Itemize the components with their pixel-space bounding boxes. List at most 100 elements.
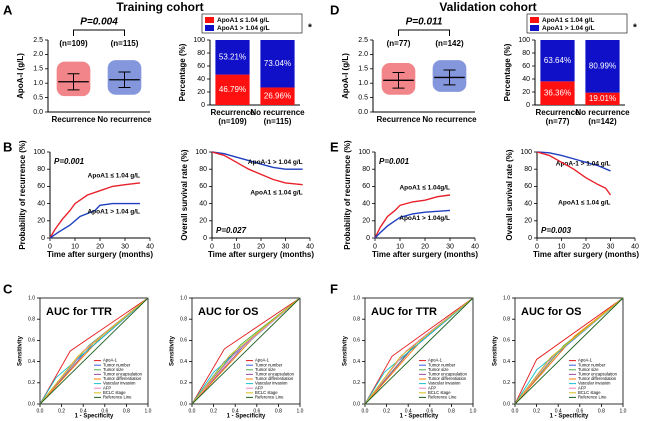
x-tick-label: No recurrence (250, 108, 305, 117)
series-line (49, 202, 140, 239)
x-tick-label: 0 (210, 243, 214, 250)
y-axis-label: Sensitivity (493, 335, 499, 366)
legend-label: Reference Line (428, 395, 457, 400)
series-line (514, 297, 624, 405)
x-tick-label: 1.0 (145, 408, 152, 414)
legend-label: Tumor size (428, 367, 449, 372)
p-value: P=0.027 (216, 226, 247, 235)
y-tick-label: 0.6 (180, 338, 187, 344)
y-axis-label: Sensitivity (170, 335, 176, 366)
bar-segment (215, 74, 250, 105)
series-line (39, 297, 149, 405)
legend-label: Tumor size (103, 367, 124, 372)
legend-label: Tumor number (428, 362, 456, 367)
bar-segment (260, 40, 295, 88)
axis-line (211, 152, 310, 239)
significance-bracket (398, 29, 450, 36)
value-label: 26.96% (264, 91, 291, 100)
x-tick-label: 1.0 (620, 408, 627, 414)
series-label: ApoA1 > 1.04g/L (399, 215, 450, 222)
bar-segment (215, 40, 250, 75)
p-value: P=0.003 (541, 226, 572, 235)
p-value: P=0.011 (406, 17, 443, 28)
n-label: (n=109) (59, 39, 88, 48)
series-label: ApoA-1 > 1.04 g/L (556, 161, 611, 168)
x-tick-label: 20 (582, 243, 590, 250)
y-tick-label: 0.6 (28, 338, 35, 344)
y-tick-label: 20 (524, 218, 532, 225)
legend-label: Tumor number (578, 362, 606, 367)
y-tick-label: 100 (518, 37, 530, 44)
x-axis-label: 1 - Specificity (550, 414, 589, 420)
series-line (39, 297, 149, 405)
legend-label: BCLC stage (103, 390, 126, 395)
x-tick-label: 20 (96, 243, 104, 250)
y-tick-label: 2.0 (358, 51, 368, 58)
panel-label: E (330, 139, 339, 154)
series-line (514, 297, 624, 405)
x-axis-label: Time after surgery (months) (47, 250, 153, 259)
x-axis-label: Time after surgery (months) (533, 250, 639, 259)
legend-label: Tumor differentiation (103, 376, 142, 381)
y-axis-label: Sensitivity (343, 335, 349, 366)
series-line (191, 297, 301, 405)
x-tick-label: 30 (121, 243, 129, 250)
plot-frame (39, 297, 149, 405)
bar-segment (260, 87, 295, 105)
legend-label: Tumor encapsulation (255, 372, 295, 377)
y-tick-label: 100 (195, 149, 207, 156)
y-tick-label: 80 (524, 166, 532, 173)
y-tick-label: 1.0 (180, 295, 187, 301)
legend-label: AFP (428, 385, 436, 390)
y-tick-label: 40 (362, 200, 370, 207)
x-tick-label: 0.6 (576, 408, 583, 414)
x-tick-label: 10 (71, 243, 79, 250)
legend-swatch (530, 17, 539, 23)
x-tick-label: 0 (48, 243, 52, 250)
x-tick-label: 0.6 (101, 408, 108, 414)
y-tick-label: 0.4 (180, 359, 187, 365)
significance-bracket (73, 29, 125, 36)
y-tick-label: 0.0 (358, 109, 368, 116)
legend-label: Tumor number (103, 362, 131, 367)
legend-label: ApoA1 ≤ 1.04 g/L (542, 17, 594, 24)
y-tick-label: 0.0 (353, 401, 360, 407)
y-tick-label: 100 (193, 37, 205, 44)
legend-label: Vascular invasion (428, 381, 461, 386)
plot-frame (364, 297, 474, 405)
y-tick-label: 0.2 (503, 380, 510, 386)
legend-label: AFP (103, 385, 111, 390)
plot-frame (191, 297, 301, 405)
series-line (364, 297, 474, 405)
bar-segment (540, 81, 575, 105)
legend-label: Vascular invasion (255, 381, 288, 386)
y-tick-label: 60 (362, 183, 370, 190)
x-tick-label: 0.0 (362, 408, 369, 414)
axis-line (372, 40, 475, 113)
n-label: (n=142) (435, 39, 464, 48)
x-axis-label: 1 - Specificity (227, 414, 266, 420)
series-line (364, 297, 474, 405)
y-tick-label: 0.5 (33, 94, 43, 101)
y-tick-label: 40 (199, 200, 207, 207)
x-tick-label: 40 (146, 243, 154, 250)
legend-label: ApoA-1 (428, 358, 443, 363)
y-tick-label: 0.4 (503, 359, 510, 365)
x-tick-note: (n=142) (588, 117, 617, 126)
legend-label: BCLC stage (255, 390, 278, 395)
series-line (374, 194, 451, 239)
y-tick-label: 40 (37, 200, 45, 207)
y-tick-label: 2.0 (33, 51, 43, 58)
x-tick-label: No recurrence (422, 115, 477, 124)
y-tick-label: 1.5 (358, 66, 368, 73)
legend-label: Vascular invasion (578, 381, 611, 386)
legend-label: Tumor size (578, 367, 599, 372)
legend-label: Reference Line (103, 395, 132, 400)
legend-label: AFP (255, 385, 263, 390)
y-tick-label: 0.8 (503, 317, 510, 323)
series-line (536, 151, 611, 172)
x-tick-label: 30 (446, 243, 454, 250)
y-tick-label: 0.4 (353, 359, 360, 365)
x-tick-label: Recurrence (210, 108, 255, 117)
x-tick-label: 30 (282, 243, 290, 250)
